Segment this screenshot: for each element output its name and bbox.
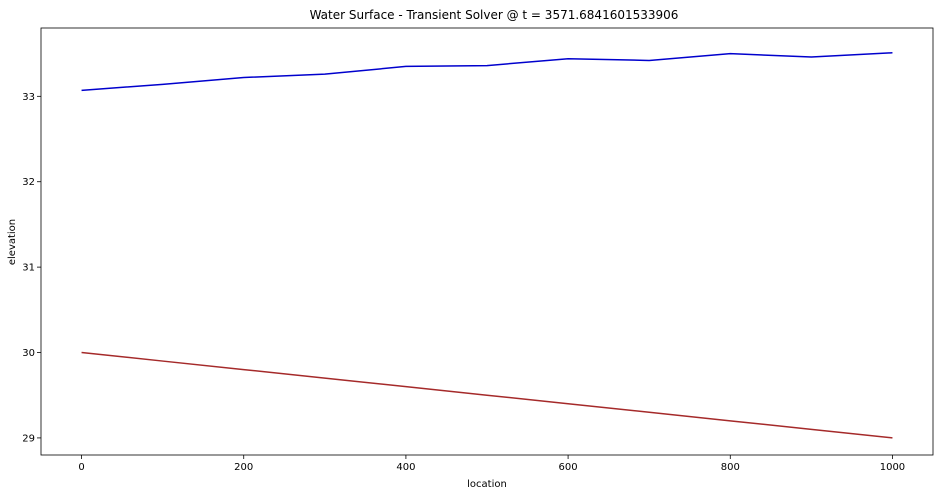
chart-title: Water Surface - Transient Solver @ t = 3…	[310, 8, 679, 22]
x-axis: 0 200 400 600 800 1000	[78, 455, 905, 473]
plot-lines	[81, 52, 893, 439]
x-tick-label: 400	[396, 462, 415, 473]
series-line-1	[81, 52, 893, 92]
y-axis: 29 30 31 32 33	[22, 92, 41, 444]
y-axis-label: elevation	[7, 219, 18, 265]
x-tick-label: 0	[78, 462, 84, 473]
x-tick-label: 800	[721, 462, 740, 473]
x-axis-label: location	[467, 479, 507, 490]
x-tick-label: 200	[234, 462, 253, 473]
y-tick-label: 29	[22, 433, 35, 444]
y-tick-label: 30	[22, 348, 35, 359]
y-tick-label: 31	[22, 263, 35, 274]
plot-frame	[40, 27, 934, 456]
y-tick-label: 32	[22, 177, 35, 188]
x-tick-label: 600	[559, 462, 578, 473]
series-line-2	[81, 351, 893, 439]
x-tick-label: 1000	[880, 462, 905, 473]
y-tick-label: 33	[22, 92, 35, 103]
